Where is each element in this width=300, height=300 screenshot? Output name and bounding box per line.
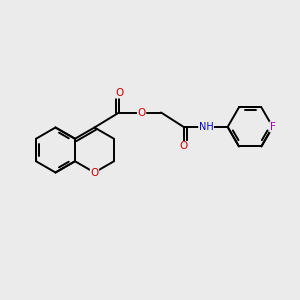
Text: O: O — [179, 141, 188, 152]
Text: O: O — [115, 88, 123, 98]
Text: F: F — [270, 122, 276, 132]
Text: O: O — [90, 167, 99, 178]
Text: O: O — [137, 107, 146, 118]
Text: NH: NH — [199, 122, 213, 132]
